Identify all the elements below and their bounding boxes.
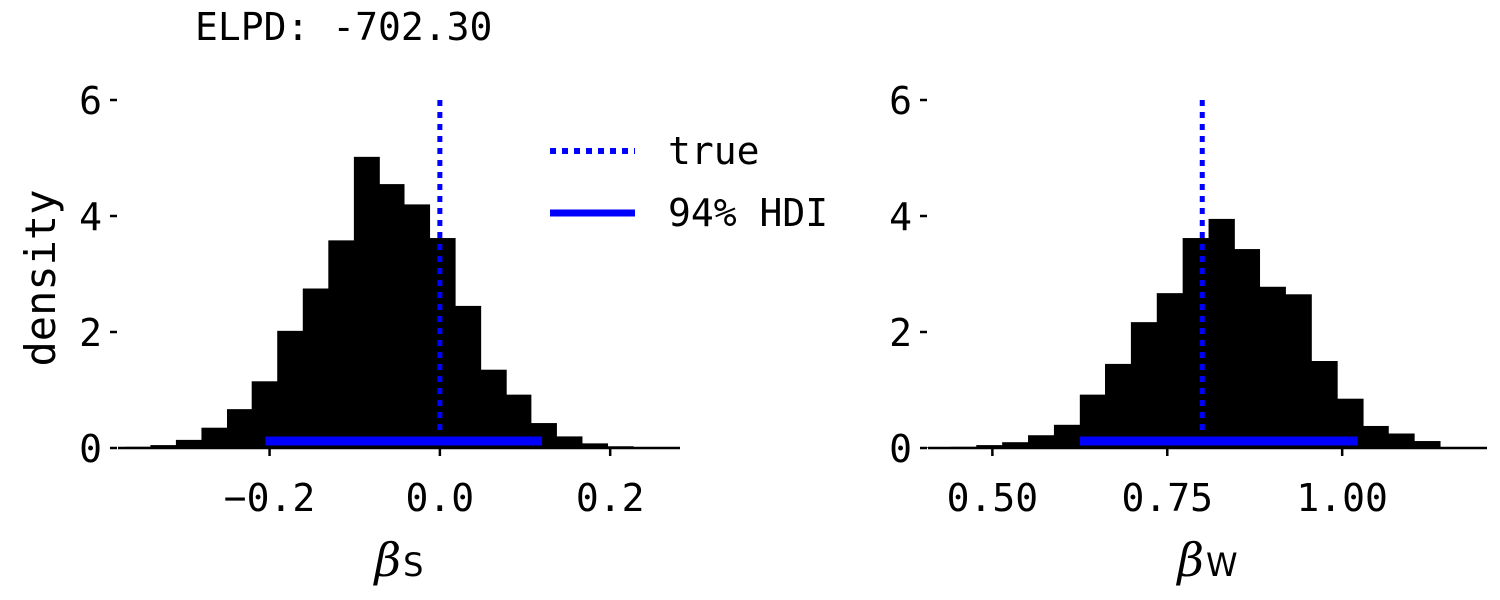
x-axis-label: βS bbox=[373, 533, 424, 587]
x-axis-label-symbol: β bbox=[373, 533, 402, 587]
histogram-bar bbox=[1311, 361, 1338, 448]
y-tick-label: 0 bbox=[889, 427, 912, 471]
histogram-bar bbox=[1028, 435, 1055, 448]
x-tick-label: 0.75 bbox=[1122, 476, 1214, 520]
histogram-bar bbox=[226, 409, 253, 448]
y-tick-label: 2 bbox=[889, 311, 912, 355]
left-panel: −0.2 0.0 0.2 0 2 4 6 βS bbox=[79, 79, 680, 587]
histogram-bar bbox=[1130, 322, 1158, 448]
y-axis-label: density bbox=[16, 189, 65, 366]
histogram-bar bbox=[429, 238, 456, 448]
x-tick-label: 0.0 bbox=[406, 476, 475, 520]
histogram-bar bbox=[480, 369, 507, 448]
histogram-bar bbox=[582, 443, 609, 448]
legend-true-label: true bbox=[668, 129, 760, 173]
histogram-bar bbox=[556, 436, 583, 448]
x-axis-label: βW bbox=[1175, 533, 1237, 587]
histogram-bar bbox=[277, 330, 304, 448]
histogram-bar bbox=[150, 445, 177, 448]
histogram-bar bbox=[1363, 425, 1389, 448]
histogram-bar bbox=[1053, 424, 1081, 448]
histogram-bar bbox=[302, 288, 329, 448]
histogram-bar bbox=[1156, 293, 1184, 448]
x-tick-label: 0.2 bbox=[576, 476, 645, 520]
x-tick-label: −0.2 bbox=[224, 476, 316, 520]
histogram-bar bbox=[1388, 433, 1415, 448]
x-tick-label: 1.00 bbox=[1296, 476, 1388, 520]
histogram-bar bbox=[1002, 442, 1029, 448]
histogram-bar bbox=[379, 184, 405, 448]
histogram-bar bbox=[175, 439, 202, 448]
histogram-bar bbox=[976, 445, 1003, 448]
histogram-bar bbox=[1105, 363, 1132, 448]
x-axis-label-subscript: S bbox=[403, 546, 423, 584]
histogram-bar bbox=[1208, 218, 1235, 448]
legend-hdi-label: 94% HDI bbox=[668, 191, 828, 235]
legend: true 94% HDI bbox=[550, 129, 828, 235]
histogram-bar bbox=[1182, 238, 1209, 448]
x-axis-label-symbol: β bbox=[1175, 533, 1204, 587]
y-tick-label: 4 bbox=[79, 195, 102, 239]
x-tick-label: 0.50 bbox=[947, 476, 1039, 520]
histogram-bar bbox=[353, 156, 380, 448]
x-axis-label-subscript: W bbox=[1206, 546, 1238, 584]
histogram-bar bbox=[1414, 441, 1441, 448]
y-tick-label: 0 bbox=[79, 427, 102, 471]
histogram-bar bbox=[1234, 249, 1261, 448]
right-panel: 0.50 0.75 1.00 0 2 4 6 βW bbox=[889, 79, 1487, 587]
y-tick-label: 2 bbox=[79, 311, 102, 355]
chart-title: ELPD: -702.30 bbox=[195, 5, 492, 49]
y-tick-label: 4 bbox=[889, 195, 912, 239]
histogram-bar bbox=[1285, 294, 1312, 448]
histogram-bar bbox=[201, 427, 228, 448]
y-tick-label: 6 bbox=[79, 79, 102, 123]
histogram-bar bbox=[1259, 286, 1286, 448]
histogram-bar bbox=[328, 240, 355, 448]
histogram-bar bbox=[455, 305, 482, 448]
y-tick-label: 6 bbox=[889, 79, 912, 123]
histogram-bar bbox=[404, 204, 431, 448]
